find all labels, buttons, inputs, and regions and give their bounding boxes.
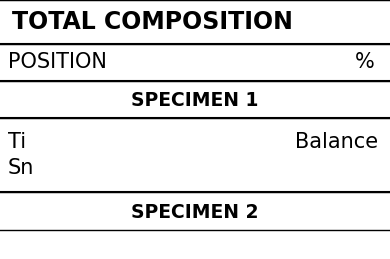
Text: SPECIMEN 1: SPECIMEN 1 [131,90,259,110]
Text: TOTAL COMPOSITION: TOTAL COMPOSITION [12,10,293,34]
Text: SPECIMEN 2: SPECIMEN 2 [131,203,259,221]
Text: %: % [355,53,375,73]
Text: Balance: Balance [295,132,378,152]
Text: Sn: Sn [8,158,34,178]
Text: Ti: Ti [8,132,26,152]
Text: POSITION: POSITION [8,53,107,73]
